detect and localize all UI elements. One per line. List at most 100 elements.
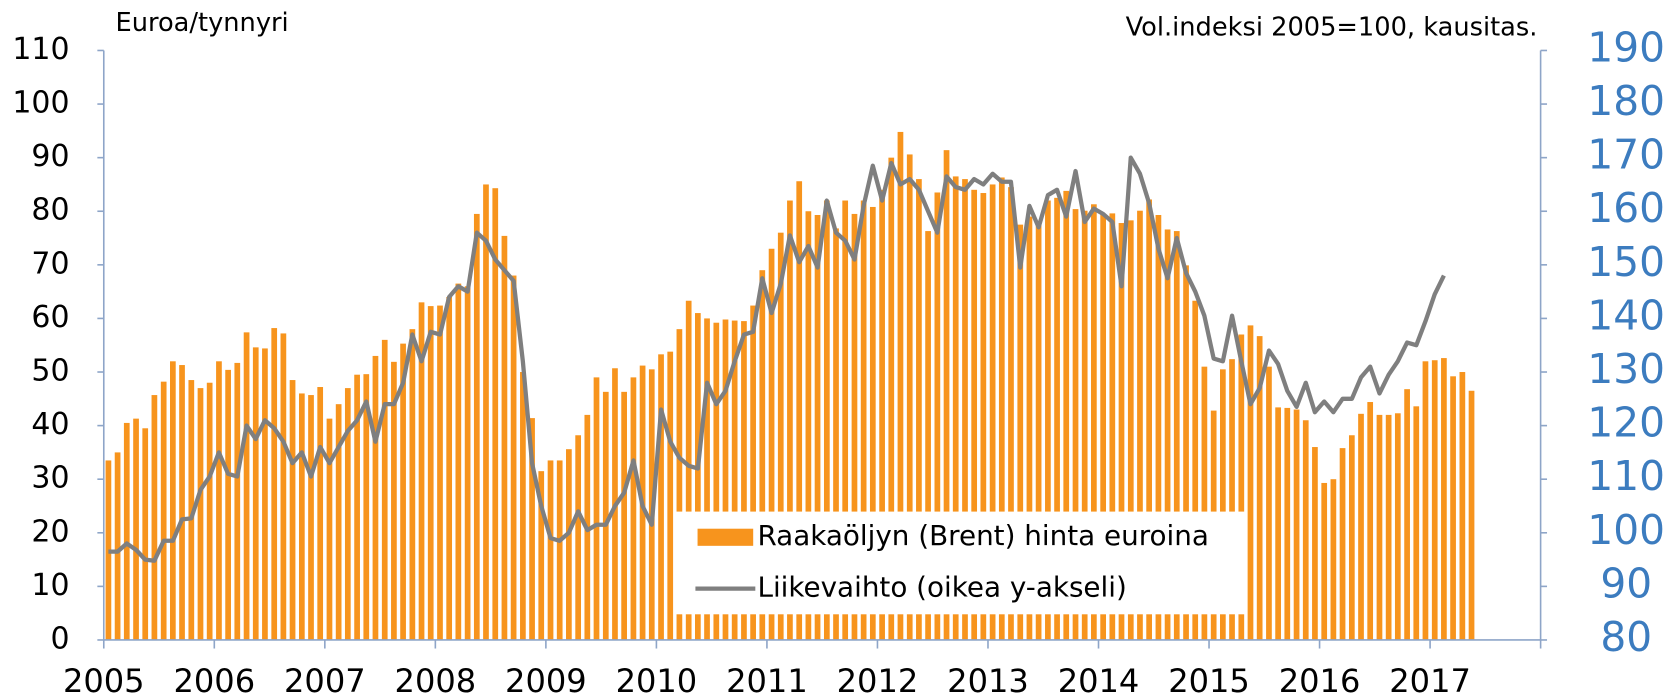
line — [108, 155, 1446, 563]
bar — [759, 270, 766, 640]
bar — [667, 351, 674, 640]
bar — [952, 176, 959, 640]
y-axis-label: Euroa/tynnyri — [116, 8, 289, 38]
y2-tick-label: 80 — [1600, 613, 1652, 661]
bar — [455, 283, 462, 640]
bar — [354, 374, 360, 640]
bar — [151, 395, 158, 640]
bar — [566, 449, 572, 640]
bar — [1091, 204, 1097, 640]
bar — [1072, 209, 1079, 640]
x-tick-label: 2007 — [284, 662, 366, 699]
bar — [860, 200, 867, 640]
bar — [160, 381, 167, 640]
y2-tick-label: 100 — [1587, 506, 1665, 554]
bar — [1118, 223, 1125, 640]
bar — [400, 343, 406, 640]
bar — [280, 333, 287, 640]
y-tick-label: 80 — [31, 193, 69, 228]
bar — [529, 418, 535, 640]
y-tick-label: 100 — [12, 86, 69, 121]
bar — [676, 329, 683, 640]
x-tick-label: 2017 — [1389, 662, 1471, 699]
bar — [1247, 325, 1254, 640]
y-tick-label: 70 — [31, 246, 69, 281]
bar — [1441, 358, 1447, 640]
bar — [142, 428, 149, 640]
x-tick-label: 2008 — [395, 662, 477, 699]
bar — [630, 377, 637, 640]
bar — [243, 332, 250, 640]
bar — [520, 372, 526, 640]
bar — [1137, 210, 1143, 640]
x-tick-label: 2015 — [1168, 662, 1250, 699]
y-tick-label: 10 — [31, 568, 69, 603]
bar — [1275, 407, 1281, 640]
x-tick-label: 2005 — [63, 662, 145, 699]
bar — [713, 322, 720, 640]
bar — [1008, 187, 1014, 640]
bar — [123, 422, 130, 640]
bar — [372, 355, 379, 640]
y-tick-label: 110 — [12, 32, 69, 67]
bar — [1026, 216, 1033, 640]
bar — [1109, 213, 1116, 640]
bar — [216, 361, 222, 640]
bar — [510, 275, 517, 640]
bar — [722, 319, 729, 640]
bar — [998, 177, 1005, 640]
x-tick-label: 2011 — [726, 662, 808, 699]
bar — [1155, 214, 1162, 640]
bar — [206, 382, 213, 640]
bar — [621, 391, 627, 640]
axes: 0 10 20 30 40 50 60 70 80 90 100 110 80 90 100 110 120 13… — [12, 23, 1665, 699]
bar — [427, 306, 434, 640]
bar — [326, 418, 333, 640]
bar — [823, 200, 830, 640]
bar — [575, 435, 582, 640]
bar — [335, 404, 342, 640]
bar — [805, 211, 812, 640]
bar — [1256, 336, 1263, 640]
y2-tick-label: 130 — [1587, 345, 1665, 393]
y-tick-label: 90 — [31, 139, 69, 174]
bar — [916, 179, 922, 640]
bar — [989, 184, 996, 640]
bar — [1017, 224, 1024, 640]
bar — [704, 318, 710, 640]
bar — [796, 181, 803, 640]
bar — [538, 471, 545, 640]
x-tick-label: 2012 — [837, 662, 919, 699]
bar — [1219, 369, 1226, 640]
bar — [252, 347, 259, 640]
legend-box — [676, 511, 1246, 615]
bar — [1330, 479, 1337, 640]
bar — [1201, 366, 1208, 640]
bar — [1459, 372, 1466, 640]
y2-tick-label: 140 — [1587, 291, 1665, 339]
bar — [1284, 407, 1291, 640]
bar — [308, 395, 314, 640]
bar — [1394, 413, 1401, 640]
bars — [105, 131, 1475, 640]
bar — [1468, 390, 1475, 640]
bar — [602, 391, 609, 640]
bar — [1100, 213, 1107, 640]
bar — [833, 228, 839, 640]
bar — [133, 418, 139, 640]
bar — [1238, 334, 1245, 640]
bar — [879, 189, 885, 640]
bar — [777, 232, 784, 640]
bar — [1127, 220, 1134, 640]
legend: Raakaöljyn (Brent) hinta euroina Liikevai… — [676, 511, 1246, 615]
bar — [483, 184, 489, 640]
legend-label: Raakaöljyn (Brent) hinta euroina — [757, 519, 1208, 552]
bar — [842, 200, 849, 640]
bar — [593, 377, 600, 640]
bar — [1348, 435, 1355, 640]
bar — [962, 179, 968, 640]
y-tick-label: 40 — [31, 407, 69, 442]
y2-tick-label: 170 — [1587, 131, 1665, 179]
y-tick-label: 0 — [50, 621, 69, 656]
